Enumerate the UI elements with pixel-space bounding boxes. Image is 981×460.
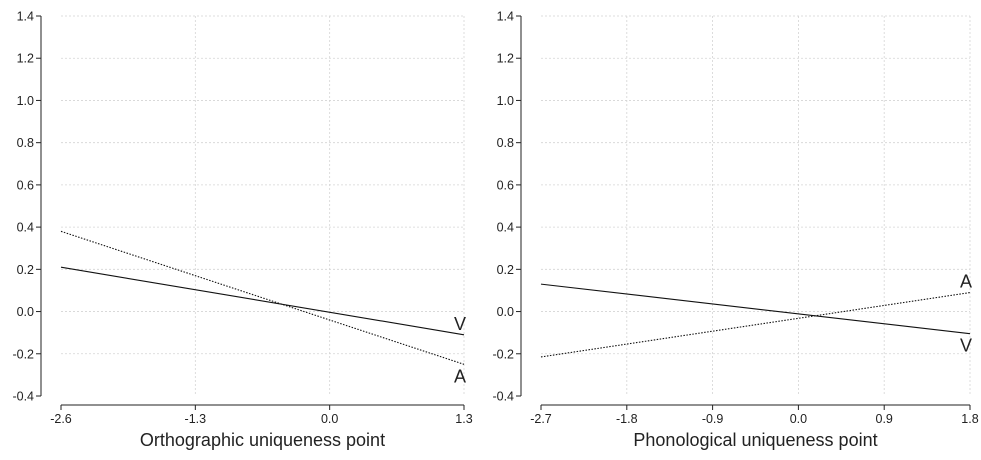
left-y-tick-label: 1.0 bbox=[17, 94, 34, 108]
left-y-tick-label: 1.2 bbox=[17, 52, 34, 66]
right-x-axis-label: Phonological uniqueness point bbox=[633, 430, 877, 450]
right-x-tick-label: 0.9 bbox=[876, 412, 893, 426]
left-y-tick-label: 0.6 bbox=[17, 178, 34, 192]
left-series-v-line bbox=[60, 266, 465, 336]
right-series-label-v: V bbox=[960, 336, 972, 356]
right-x-tick-label: -2.7 bbox=[530, 412, 552, 426]
right-y-tick-label: 1.4 bbox=[497, 10, 514, 24]
right-x-tick-label: 1.8 bbox=[961, 412, 978, 426]
right-y-tick-label: 0.6 bbox=[497, 178, 514, 192]
right-x-tick-label: -1.8 bbox=[616, 412, 638, 426]
left-y-tick-label: 0.2 bbox=[17, 263, 34, 277]
left-x-axis-label: Orthographic uniqueness point bbox=[140, 430, 385, 450]
right-y-tick-label: -0.2 bbox=[492, 347, 514, 361]
right-y-tick-label: 1.0 bbox=[497, 94, 514, 108]
left-y-tick-label: 0.8 bbox=[17, 136, 34, 150]
right-series-label-a: A bbox=[960, 272, 972, 292]
right-y-tick-label: 1.2 bbox=[497, 52, 514, 66]
left-x-tick-label: -1.3 bbox=[185, 412, 207, 426]
left-x-tick-label: 1.3 bbox=[455, 412, 472, 426]
right-series-v-line bbox=[540, 283, 971, 335]
left-y-tick-label: -0.2 bbox=[12, 347, 34, 361]
right-x-tick-label: 0.0 bbox=[790, 412, 807, 426]
left-series-a-line bbox=[60, 230, 465, 365]
left-x-tick-label: -2.6 bbox=[50, 412, 72, 426]
right-series-a-line bbox=[540, 292, 971, 358]
right-y-tick-label: 0.2 bbox=[497, 263, 514, 277]
left-series-label-v: V bbox=[454, 314, 466, 334]
left-series-label-a: A bbox=[454, 366, 466, 386]
left-x-tick-label: 0.0 bbox=[321, 412, 338, 426]
left-y-tick-label: -0.4 bbox=[12, 390, 34, 404]
right-chart: -0.4 -0.2 0.0 0.2 0.4 0.6 0.8 1.0 1.2 1.4 -2.7 -1.8… bbox=[492, 10, 978, 451]
right-x-tick-label: -0.9 bbox=[702, 412, 724, 426]
left-chart: -0.4 -0.2 0.0 0.2 0.4 0.6 0.8 1.0 1.2 1.4 -2.6 -1.3… bbox=[12, 10, 472, 451]
right-y-tick-label: 0.8 bbox=[497, 136, 514, 150]
left-y-tick-label: 0.0 bbox=[17, 305, 34, 319]
right-y-tick-label: 0.0 bbox=[497, 305, 514, 319]
left-y-tick-label: 1.4 bbox=[17, 10, 34, 24]
right-y-tick-label: 0.4 bbox=[497, 221, 514, 235]
left-y-tick-label: 0.4 bbox=[17, 221, 34, 235]
right-y-tick-label: -0.4 bbox=[492, 390, 514, 404]
